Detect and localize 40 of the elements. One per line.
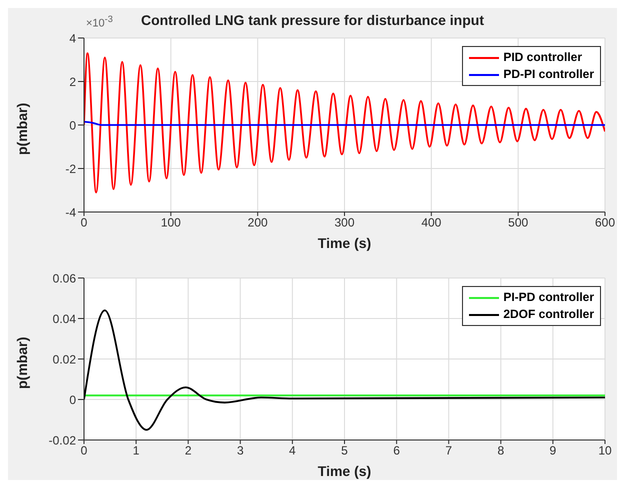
line-series <box>84 52 605 194</box>
x-tick-label: 500 <box>508 216 528 230</box>
y-tick-label: 0 <box>69 392 76 407</box>
legend-label: 2DOF controller <box>503 306 594 323</box>
x-tick-label: 200 <box>248 216 268 230</box>
chart-title: Controlled LNG tank pressure for disturbance input <box>140 12 484 28</box>
x-tick-label: 5 <box>341 444 348 458</box>
x-tick-label: 400 <box>421 216 442 230</box>
x-axis-title: Time (s) <box>318 235 372 251</box>
legend-label: PD-PI controller <box>503 66 594 83</box>
y-tick-label: -2 <box>65 162 76 176</box>
x-tick-label: 9 <box>550 444 557 458</box>
y-tick-label: 0.04 <box>52 312 76 326</box>
y-tick-label: 0.06 <box>52 271 76 286</box>
y-axis-title: p(mbar) <box>14 336 30 389</box>
x-tick-label: 600 <box>594 216 616 230</box>
y-tick-label: 0 <box>69 118 76 132</box>
x-axis-title: Time (s) <box>318 463 372 479</box>
x-tick-label: 0 <box>80 216 88 230</box>
x-tick-label: 6 <box>393 444 400 458</box>
line-series <box>84 310 605 431</box>
x-tick-label: 0 <box>80 444 88 458</box>
x-tick-label: 100 <box>160 216 182 230</box>
legend-label: PI-PD controller <box>503 289 594 306</box>
y-tick-label: -0.02 <box>48 433 76 448</box>
x-tick-label: 300 <box>334 216 355 230</box>
y-tick-label: 0.02 <box>52 352 76 366</box>
x-tick-label: 7 <box>445 444 452 458</box>
x-tick-label: 3 <box>236 444 244 458</box>
y-tick-label: 2 <box>69 74 76 89</box>
x-tick-label: 2 <box>184 444 192 458</box>
y-tick-label: -4 <box>65 205 76 220</box>
y-tick-label: 4 <box>69 31 76 46</box>
x-tick-label: 8 <box>497 444 504 458</box>
x-tick-label: 1 <box>132 444 140 458</box>
x-tick-label: 10 <box>598 444 612 458</box>
x-tick-label: 4 <box>289 444 296 458</box>
legend-label: PID controller <box>503 49 582 66</box>
y-axis-title: p(mbar) <box>14 102 30 155</box>
text: ×10$^{-3}$ <box>86 14 113 30</box>
